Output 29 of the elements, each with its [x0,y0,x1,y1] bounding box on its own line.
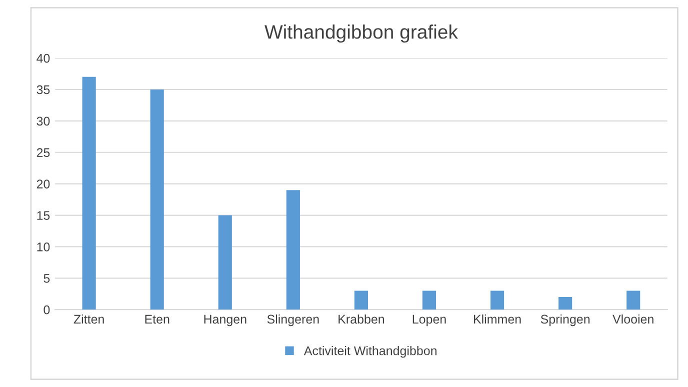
y-tick-label: 25 [36,148,50,158]
x-tick-label: Springen [540,314,590,326]
y-tick-label: 15 [37,211,50,220]
x-tick-label: Hangen [204,314,246,326]
y-tick-label: 35 [36,85,50,94]
bar [626,290,640,310]
x-tick-label: Slingeren [267,314,319,326]
x-tick-label: Zitten [74,314,104,324]
bar [286,190,300,310]
chart-title: Withandgibbon grafiek [264,24,458,43]
y-tick-label: 0 [44,305,50,314]
y-tick-label: 10 [37,242,50,252]
x-tick-label: Eten [145,314,170,324]
bar [82,76,96,310]
bar [422,290,436,310]
x-tick-label: Vlooien [612,314,654,324]
bar [558,297,572,310]
bar [354,290,368,310]
x-tick-label: Klimmen [474,314,521,324]
x-tick-label: Lopen [412,314,446,326]
bar [218,215,232,310]
y-tick-label: 5 [44,274,50,283]
x-tick-label: Krabben [338,314,384,324]
y-tick-label: 30 [36,116,50,126]
y-tick-label: 40 [36,54,50,63]
bar [150,89,164,310]
bar [490,290,504,310]
legend-label: Activiteit Withandgibbon [304,346,436,358]
y-tick-label: 20 [36,180,50,188]
